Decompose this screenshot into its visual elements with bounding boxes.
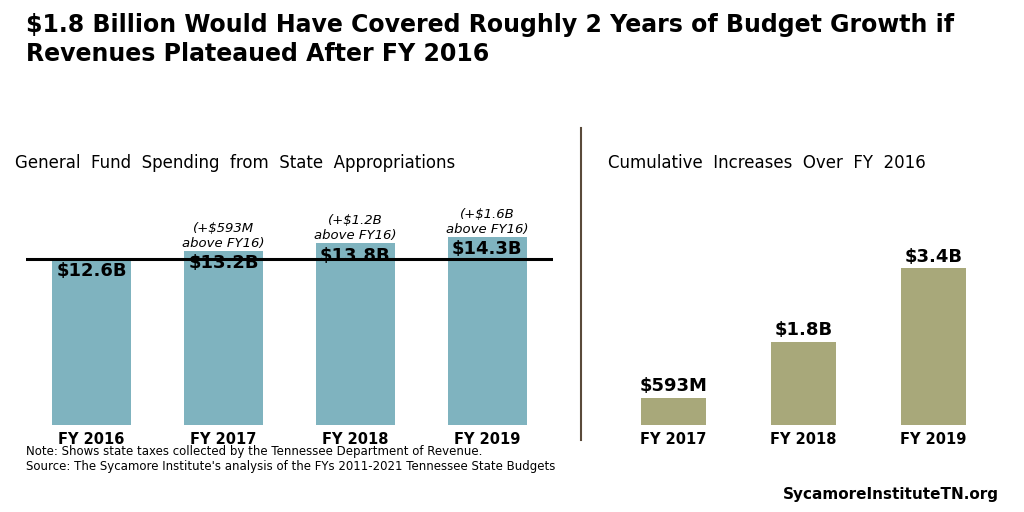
Text: (+$1.2B
above FY16): (+$1.2B above FY16)	[314, 214, 396, 242]
Text: $12.6B: $12.6B	[56, 262, 127, 281]
Bar	[447, 237, 527, 425]
Text: (+$593M
above FY16): (+$593M above FY16)	[182, 222, 265, 250]
Text: Note: Shows state taxes collected by the Tennessee Department of Revenue.
Source: Note: Shows state taxes collected by the…	[26, 445, 555, 474]
Bar	[771, 342, 836, 425]
Text: (+$1.6B
above FY16): (+$1.6B above FY16)	[446, 208, 528, 236]
Bar	[315, 243, 395, 425]
Bar	[184, 251, 263, 425]
Text: $14.3B: $14.3B	[452, 240, 522, 258]
Text: $13.2B: $13.2B	[188, 254, 259, 272]
Text: General  Fund  Spending  from  State  Appropriations: General Fund Spending from State Appropr…	[15, 154, 456, 172]
Text: $13.8B: $13.8B	[321, 247, 391, 265]
Bar	[901, 268, 966, 425]
Bar	[52, 259, 131, 425]
Text: Cumulative  Increases  Over  FY  2016: Cumulative Increases Over FY 2016	[608, 154, 926, 172]
Text: $1.8 Billion Would Have Covered Roughly 2 Years of Budget Growth if
Revenues Pla: $1.8 Billion Would Have Covered Roughly …	[26, 13, 953, 66]
Bar	[641, 398, 706, 425]
Text: $3.4B: $3.4B	[904, 247, 963, 266]
Text: $1.8B: $1.8B	[774, 321, 833, 339]
Text: SycamoreInstituteTN.org: SycamoreInstituteTN.org	[782, 487, 998, 502]
Text: $593M: $593M	[639, 377, 708, 395]
